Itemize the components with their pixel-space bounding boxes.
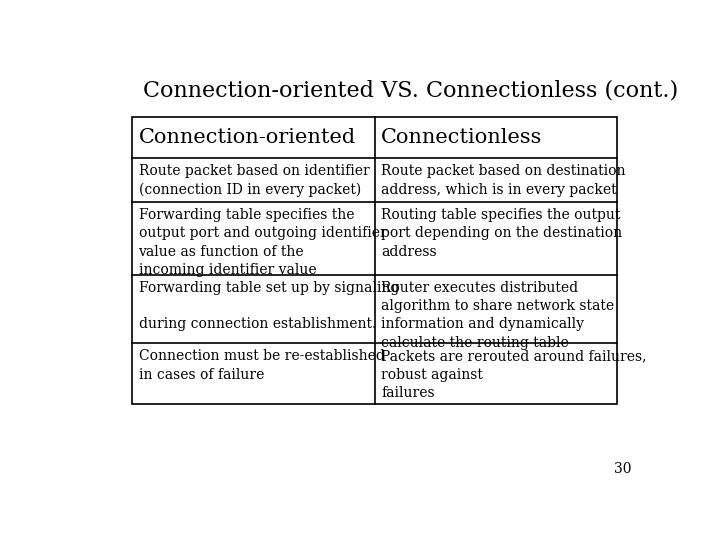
Text: Routing table specifies the output
port depending on the destination
address: Routing table specifies the output port … <box>382 208 622 259</box>
Text: Connection-oriented: Connection-oriented <box>138 128 356 147</box>
Text: Route packet based on identifier
(connection ID in every packet): Route packet based on identifier (connec… <box>138 164 369 197</box>
Text: Route packet based on destination
address, which is in every packet: Route packet based on destination addres… <box>382 164 626 197</box>
Text: Router executes distributed
algorithm to share network state
information and dyn: Router executes distributed algorithm to… <box>382 281 614 350</box>
Text: Forwarding table specifies the
output port and outgoing identifier
value as func: Forwarding table specifies the output po… <box>138 208 387 277</box>
Text: Packets are rerouted around failures,
robust against
failures: Packets are rerouted around failures, ro… <box>382 349 647 400</box>
Text: 30: 30 <box>613 462 631 476</box>
Text: Forwarding table set up by signaling

during connection establishment.: Forwarding table set up by signaling dur… <box>138 281 399 332</box>
Bar <box>132 117 617 404</box>
Text: Connectionless: Connectionless <box>382 128 543 147</box>
Text: Connection-oriented VS. Connectionless (cont.): Connection-oriented VS. Connectionless (… <box>143 79 678 102</box>
Text: Connection must be re-established
in cases of failure: Connection must be re-established in cas… <box>138 349 384 382</box>
